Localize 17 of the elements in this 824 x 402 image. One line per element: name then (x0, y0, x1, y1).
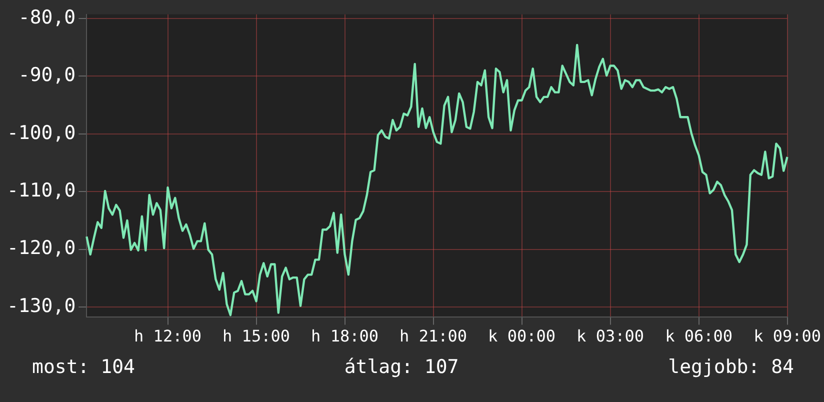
y-tick-label: -90,0 (18, 64, 76, 86)
text: legjobb: 84 (668, 356, 794, 378)
y-tick-label: -120,0 (6, 237, 76, 260)
y-tick-label: -110,0 (6, 180, 76, 202)
x-tick-label: h 18:00 (311, 326, 378, 346)
x-tick-label: h 12:00 (134, 326, 202, 346)
y-tick-label: -100,0 (6, 122, 76, 144)
x-tick-label: h 21:00 (400, 326, 467, 346)
x-tick-label: k 03:00 (576, 326, 644, 346)
x-tick-label: k 00:00 (488, 326, 556, 346)
y-tick-label: -80,0 (18, 6, 76, 28)
y-tick-label: -130,0 (6, 294, 76, 317)
text: átlag: 107 (344, 356, 459, 378)
x-tick-label: k 09:00 (754, 326, 822, 346)
text: most: 104 (32, 356, 135, 378)
x-tick-label: h 15:00 (222, 326, 290, 346)
x-tick-label: k 06:00 (665, 326, 732, 346)
